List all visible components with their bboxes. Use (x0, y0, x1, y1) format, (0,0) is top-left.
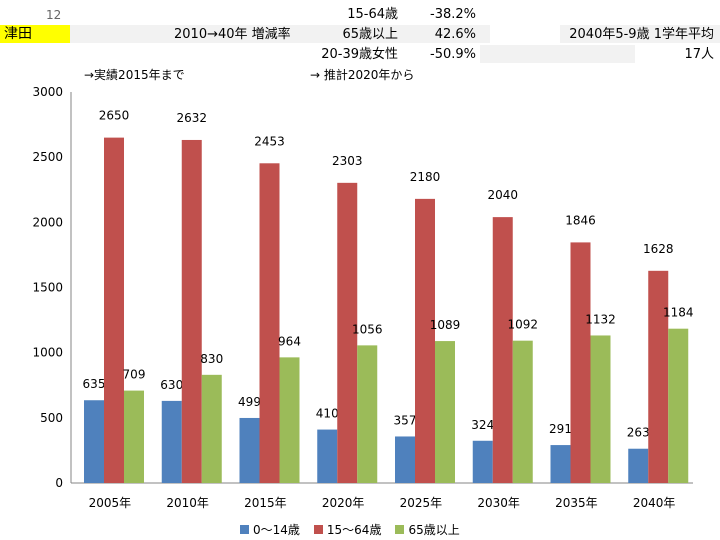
area-name-highlight (0, 25, 70, 43)
legend-label-0-14: 0～14歳 (253, 523, 300, 537)
y-tick-label-1000: 1000 (32, 346, 63, 360)
header-band-row-2-right (560, 25, 720, 43)
data-label-0-14-2035: 291 (549, 422, 572, 436)
x-tick-label-2020: 2020年 (322, 496, 365, 510)
data-label-15-64-2020: 2303 (332, 154, 363, 168)
data-label-15-64-2015: 2453 (254, 134, 285, 148)
note-actual: →実績2015年まで (84, 68, 185, 82)
y-tick-label-3000: 3000 (32, 85, 63, 99)
y-tick-label-500: 500 (40, 411, 63, 425)
bar-0-14-2015 (239, 417, 260, 483)
bar-65plus-2030 (512, 340, 533, 483)
area-name: 津田 (4, 26, 32, 42)
legend-item-0-14: 0～14歳 (240, 521, 300, 538)
bar-65plus-2005 (124, 390, 144, 483)
x-tick-label-2025: 2025年 (400, 496, 443, 510)
bar-0-14-2010 (161, 400, 182, 483)
row-number: 12 (46, 8, 62, 22)
bar-65plus-2020 (357, 345, 378, 483)
data-label-0-14-2030: 324 (471, 418, 494, 432)
avg-value: 17人 (684, 47, 714, 62)
x-tick-label-2035: 2035年 (555, 496, 598, 510)
rate-value-women-20-39: -50.9% (430, 47, 476, 62)
data-label-15-64-2025: 2180 (410, 170, 441, 184)
data-label-15-64-2010: 2632 (176, 111, 207, 125)
bar-0-14-2040 (628, 448, 649, 483)
bar-65plus-2025 (435, 341, 455, 483)
bar-15-64-2025 (415, 198, 435, 483)
rate-value-15-64: -38.2% (430, 7, 476, 22)
y-tick-label-2000: 2000 (32, 215, 63, 229)
y-tick-label-0: 0 (55, 476, 63, 490)
data-label-65plus-2030: 1092 (507, 318, 538, 332)
data-label-0-14-2020: 410 (316, 407, 339, 421)
bar-0-14-2025 (395, 436, 415, 483)
rate-title: 2010→40年 増減率 (174, 27, 291, 42)
rate-value-65plus: 42.6% (434, 27, 476, 42)
rate-label-women-20-39: 20-39歳女性 (321, 47, 398, 62)
data-label-65plus-2025: 1089 (430, 318, 461, 332)
rate-label-15-64: 15-64歳 (347, 7, 398, 22)
legend-label-15-64: 15～64歳 (326, 523, 382, 537)
data-label-0-14-2025: 357 (394, 413, 417, 427)
data-label-0-14-2015: 499 (238, 395, 261, 409)
y-tick-label-2500: 2500 (32, 150, 63, 164)
bar-65plus-2035 (590, 335, 611, 483)
x-tick-label-2010: 2010年 (166, 496, 209, 510)
legend-swatch-65plus (395, 525, 405, 534)
data-label-65plus-2035: 1132 (585, 312, 616, 326)
x-tick-label-2015: 2015年 (244, 496, 287, 510)
data-label-0-14-2010: 630 (160, 378, 183, 392)
bar-65plus-2015 (279, 357, 300, 483)
bar-0-14-2005 (84, 400, 104, 483)
bar-15-64-2035 (570, 242, 591, 483)
legend-item-15-64: 15～64歳 (313, 521, 382, 538)
bar-0-14-2035 (550, 445, 571, 483)
data-label-15-64-2030: 2040 (487, 188, 518, 202)
legend-item-65plus: 65歳以上 (395, 521, 460, 538)
bar-65plus-2040 (668, 328, 689, 483)
bar-15-64-2030 (492, 217, 513, 483)
rate-label-65plus: 65歳以上 (342, 27, 398, 42)
bar-15-64-2020 (337, 182, 358, 483)
legend-label-65plus: 65歳以上 (408, 523, 460, 537)
data-label-65plus-2010: 830 (200, 352, 223, 366)
chart-legend: 0～14歳 15～64歳 65歳以上 (240, 521, 460, 538)
y-tick-label-1500: 1500 (32, 281, 63, 295)
data-label-65plus-2005: 709 (123, 368, 146, 382)
x-tick-label-2030: 2030年 (477, 496, 520, 510)
avg-title: 2040年5-9歳 1学年平均 (569, 27, 714, 42)
note-estimate: → 推計2020年から (310, 68, 415, 82)
data-label-65plus-2040: 1184 (663, 306, 694, 320)
header-band-row-2 (70, 25, 490, 43)
bar-0-14-2030 (472, 440, 493, 483)
x-tick-label-2005: 2005年 (89, 496, 132, 510)
bar-0-14-2020 (317, 429, 338, 483)
x-tick-label-2040: 2040年 (633, 496, 676, 510)
legend-swatch-15-64 (313, 525, 323, 534)
bar-65plus-2010 (201, 374, 222, 483)
data-label-15-64-2005: 2650 (99, 109, 130, 123)
data-label-0-14-2005: 635 (83, 377, 106, 391)
bar-15-64-2005 (104, 137, 124, 483)
header-band-row-3 (480, 45, 635, 63)
data-label-65plus-2015: 964 (278, 334, 301, 348)
bar-15-64-2010 (181, 139, 202, 484)
bar-15-64-2040 (648, 270, 669, 483)
data-label-15-64-2035: 1846 (565, 213, 596, 227)
bar-15-64-2015 (259, 163, 280, 483)
legend-swatch-0-14 (240, 525, 249, 534)
data-label-65plus-2020: 1056 (352, 322, 383, 336)
data-label-0-14-2040: 263 (627, 426, 650, 440)
data-label-15-64-2040: 1628 (643, 242, 674, 256)
